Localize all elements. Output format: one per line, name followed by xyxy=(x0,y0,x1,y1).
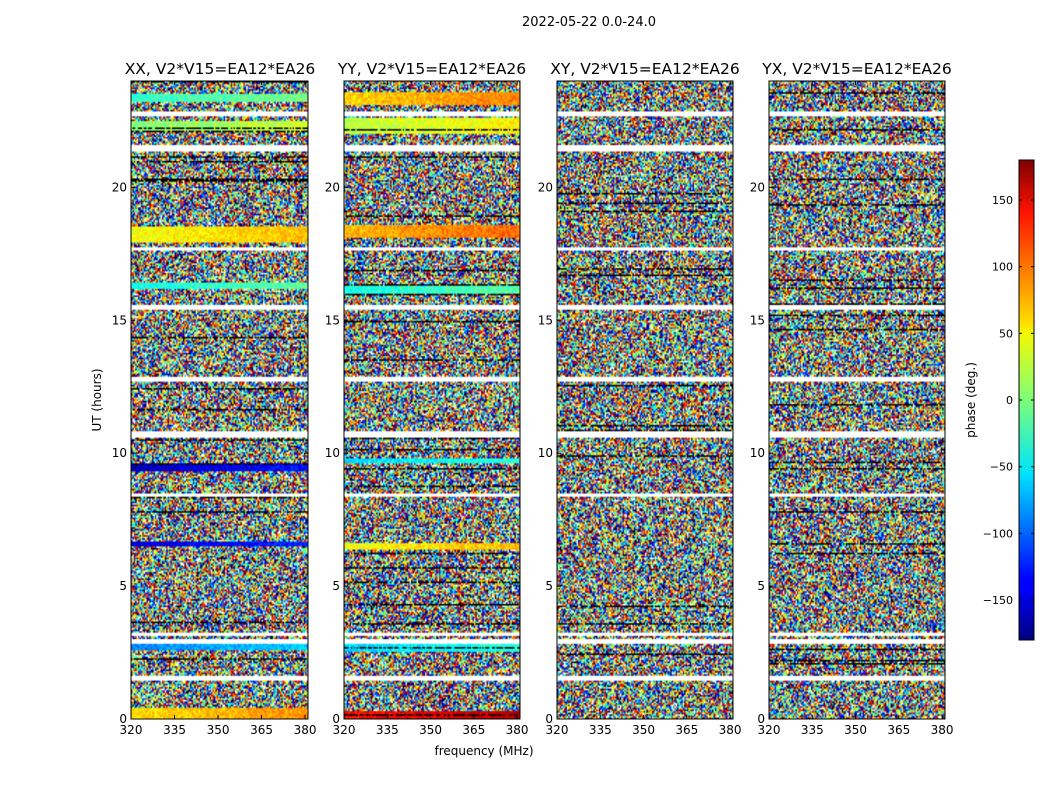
axes-frame-xx xyxy=(130,80,309,720)
ticks-yx: 320 335 350 365 380 0 5 10 15 20 xyxy=(750,81,954,737)
x-tick-label-xx: 320 xyxy=(120,723,143,737)
heatmap-yx xyxy=(769,81,945,719)
x-tick-label-yx: 320 xyxy=(758,723,781,737)
panel-xx: XX, V2*V15=EA12*EA26 320 335 350 365 380 0 5 10… xyxy=(112,60,317,737)
y-tick-label-yy: 5 xyxy=(332,579,340,593)
x-axis-label: frequency (MHz) xyxy=(434,744,533,758)
x-tick-label-xx: 380 xyxy=(294,723,317,737)
colorbar-tick-label: 50 xyxy=(999,327,1013,340)
panel-yx: YX, V2*V15=EA12*EA26 320 335 350 365 380 0 5 10… xyxy=(750,60,954,737)
x-tick-label-xy: 320 xyxy=(546,723,569,737)
x-tick-label-yx: 380 xyxy=(931,723,954,737)
x-tick-label-yx: 335 xyxy=(801,723,824,737)
ticks-yy: 320 335 350 365 380 0 5 10 15 20 xyxy=(325,81,529,737)
x-tick-label-yx: 365 xyxy=(887,723,910,737)
y-tick-label-yx: 10 xyxy=(750,446,765,460)
y-tick-label-yy: 0 xyxy=(332,712,340,726)
y-tick-label-yy: 10 xyxy=(325,446,340,460)
y-tick-label-xy: 20 xyxy=(538,180,553,194)
panel-title-yy: YY, V2*V15=EA12*EA26 xyxy=(337,60,526,78)
x-tick-label-xy: 335 xyxy=(589,723,612,737)
y-tick-label-xx: 0 xyxy=(119,712,127,726)
heatmap-xx xyxy=(131,81,308,719)
y-tick-label-yy: 15 xyxy=(325,313,340,327)
x-tick-label-yy: 320 xyxy=(333,723,356,737)
x-tick-label-xy: 380 xyxy=(719,723,742,737)
colorbar: 150 100 50 0 −50 −100 −150 phase (deg.) xyxy=(964,159,1035,641)
x-tick-label-xy: 350 xyxy=(632,723,655,737)
axes-frame-yy xyxy=(343,80,521,720)
x-tick-label-yy: 335 xyxy=(376,723,399,737)
x-tick-label-xx: 365 xyxy=(250,723,273,737)
colorbar-tick-label: 150 xyxy=(992,194,1013,207)
y-tick-label-xx: 15 xyxy=(112,313,127,327)
ticks-xx: 320 335 350 365 380 0 5 10 15 20 xyxy=(112,81,317,737)
axes-frame-yx xyxy=(768,80,946,720)
figure-title: 2022-05-22 0.0-24.0 xyxy=(522,15,656,30)
colorbar-ticks: 150 100 50 0 −50 −100 −150 xyxy=(983,194,1034,607)
x-tick-label-yx: 350 xyxy=(844,723,867,737)
y-tick-label-xy: 10 xyxy=(538,446,553,460)
y-tick-label-xx: 5 xyxy=(119,579,127,593)
y-tick-label-yy: 20 xyxy=(325,180,340,194)
y-tick-label-yx: 15 xyxy=(750,313,765,327)
heatmap-yy xyxy=(344,81,520,719)
panel-xy: XY, V2*V15=EA12*EA26 320 335 350 365 380 0 5 10… xyxy=(538,60,742,737)
y-tick-label-xy: 5 xyxy=(545,579,553,593)
y-tick-label-yx: 0 xyxy=(757,712,765,726)
panel-title-yx: YX, V2*V15=EA12*EA26 xyxy=(761,60,951,78)
y-tick-label-yx: 5 xyxy=(757,579,765,593)
colorbar-tick-label: −100 xyxy=(983,527,1013,540)
y-tick-label-xy: 0 xyxy=(545,712,553,726)
colorbar-tick-label: 100 xyxy=(992,261,1013,274)
y-tick-label-xx: 20 xyxy=(112,180,127,194)
axes-frame-xy xyxy=(556,80,734,720)
colorbar-tick-label: 0 xyxy=(1006,394,1013,407)
colorbar-tick-label: −50 xyxy=(990,461,1013,474)
x-tick-label-yy: 380 xyxy=(506,723,529,737)
heatmap-xy xyxy=(557,81,733,719)
x-tick-label-yy: 365 xyxy=(462,723,485,737)
x-tick-label-xx: 350 xyxy=(207,723,230,737)
x-tick-label-xx: 335 xyxy=(163,723,186,737)
colorbar-label: phase (deg.) xyxy=(964,362,978,438)
colorbar-tick-label: −150 xyxy=(983,594,1013,607)
y-tick-label-xx: 10 xyxy=(112,446,127,460)
panel-yy: YY, V2*V15=EA12*EA26 320 335 350 365 380 0 5 10… xyxy=(325,60,529,737)
panel-title-xx: XX, V2*V15=EA12*EA26 xyxy=(125,60,316,78)
y-axis-label: UT (hours) xyxy=(90,368,104,431)
panel-title-xy: XY, V2*V15=EA12*EA26 xyxy=(550,60,739,78)
x-tick-label-yy: 350 xyxy=(419,723,442,737)
y-tick-label-xy: 15 xyxy=(538,313,553,327)
ticks-xy: 320 335 350 365 380 0 5 10 15 20 xyxy=(538,81,742,737)
x-tick-label-xy: 365 xyxy=(675,723,698,737)
y-tick-label-yx: 20 xyxy=(750,180,765,194)
